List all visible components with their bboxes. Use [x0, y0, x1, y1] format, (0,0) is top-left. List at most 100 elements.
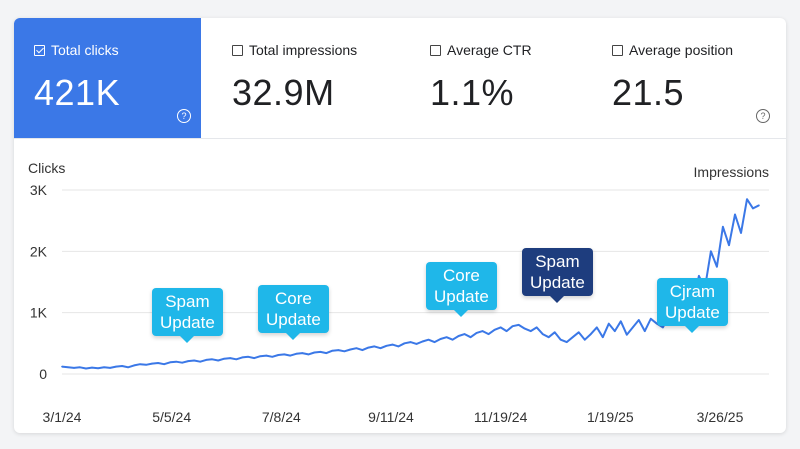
data-point: [337, 349, 340, 351]
data-point: [626, 333, 628, 336]
performance-card: Total clicks 421K ? Total impressions 32…: [14, 18, 786, 433]
help-icon[interactable]: ?: [756, 109, 770, 123]
y-tick-label: 2K: [30, 243, 48, 259]
data-point: [391, 343, 394, 346]
data-point: [349, 348, 352, 351]
data-point: [608, 322, 610, 325]
checkbox-checked-icon[interactable]: [34, 44, 45, 56]
data-point: [638, 319, 640, 321]
data-point: [181, 361, 183, 364]
data-point: [325, 352, 328, 354]
metric-label: Total impressions: [249, 42, 358, 58]
x-axis-ticks: 3/1/24 5/5/24 7/8/24 9/11/24 11/19/24 1/19/25…: [43, 409, 744, 425]
data-point: [103, 366, 105, 369]
data-point: [451, 338, 454, 341]
annotation-line1: Core: [274, 289, 312, 308]
data-point: [758, 204, 760, 207]
metric-total-clicks[interactable]: Total clicks 421K ?: [14, 18, 201, 138]
data-point: [73, 367, 75, 369]
data-point: [151, 362, 153, 365]
data-point: [499, 326, 502, 329]
data-point: [403, 342, 406, 345]
data-point: [620, 320, 622, 323]
data-point: [710, 250, 712, 253]
data-point: [505, 330, 508, 332]
annotation-core-update-2[interactable]: Core Update: [426, 262, 497, 317]
data-point: [493, 329, 496, 331]
data-point: [752, 207, 754, 210]
data-point: [644, 330, 646, 332]
x-tick-label: 7/8/24: [262, 409, 301, 425]
data-point: [253, 357, 256, 359]
data-point: [85, 367, 87, 370]
data-point: [662, 326, 664, 329]
data-point: [596, 326, 598, 329]
data-point: [199, 360, 201, 363]
data-point: [722, 226, 724, 228]
data-point: [121, 365, 123, 367]
data-point: [79, 366, 81, 369]
metric-average-position[interactable]: Average position 21.5 ?: [592, 18, 786, 138]
data-point: [529, 330, 532, 332]
data-point: [97, 367, 99, 369]
y-tick-label: 1K: [30, 305, 48, 321]
data-point: [487, 333, 490, 335]
data-point: [307, 353, 310, 356]
data-point: [313, 351, 316, 354]
data-point: [211, 358, 213, 361]
x-tick-label: 1/19/25: [587, 409, 634, 425]
checkbox-icon[interactable]: [612, 44, 623, 56]
metric-label: Total clicks: [51, 42, 119, 58]
data-point: [271, 356, 274, 358]
data-point: [283, 353, 286, 356]
data-point: [746, 198, 748, 200]
chart-svg: Clicks Impressions 0 1K 2K 3K 3/1/24 5/5/24 7…: [28, 160, 769, 425]
series-points: [61, 198, 760, 370]
metric-value: 32.9M: [232, 72, 335, 113]
metric-tiles: Total clicks 421K ? Total impressions 32…: [14, 18, 786, 139]
data-point: [145, 364, 147, 366]
checkbox-icon[interactable]: [232, 44, 243, 56]
data-point: [511, 325, 514, 327]
data-point: [331, 349, 334, 352]
data-point: [553, 331, 556, 334]
data-point: [439, 338, 442, 340]
data-point: [175, 360, 177, 363]
data-point: [205, 359, 207, 361]
annotation-line2: Update: [266, 310, 321, 329]
data-point: [584, 338, 586, 341]
data-point: [343, 350, 346, 353]
data-point: [565, 341, 568, 343]
data-point: [133, 364, 135, 367]
data-point: [523, 327, 526, 330]
data-point: [614, 330, 616, 332]
data-point: [740, 232, 742, 234]
annotation-core-update-1[interactable]: Core Update: [258, 285, 329, 340]
data-point: [716, 265, 718, 268]
metric-average-ctr[interactable]: Average CTR 1.1%: [410, 18, 595, 138]
data-point: [217, 359, 219, 362]
y-axis-ticks: 0 1K 2K 3K: [30, 182, 48, 382]
metric-total-impressions[interactable]: Total impressions 32.9M: [212, 18, 402, 138]
x-tick-label: 11/19/24: [474, 409, 528, 425]
data-point: [535, 326, 538, 329]
data-point: [397, 345, 400, 348]
annotation-spam-update-2[interactable]: Spam Update: [522, 248, 593, 303]
metric-label: Average position: [629, 42, 734, 58]
data-point: [433, 341, 436, 343]
help-icon[interactable]: ?: [177, 109, 191, 123]
checkbox-icon[interactable]: [430, 44, 441, 56]
data-point: [277, 354, 280, 356]
data-point: [385, 345, 388, 347]
annotation-spam-update-1[interactable]: Spam Update: [152, 288, 223, 343]
data-point: [355, 347, 358, 349]
data-point: [409, 341, 412, 343]
y-axis-label-right: Impressions: [694, 164, 769, 180]
data-point: [289, 354, 292, 357]
annotation-line2: Update: [160, 313, 215, 332]
data-point: [301, 352, 304, 354]
data-point: [421, 340, 424, 343]
data-point: [559, 338, 562, 341]
data-point: [241, 356, 244, 359]
annotation-cjram-update[interactable]: Cjram Update: [657, 278, 728, 333]
